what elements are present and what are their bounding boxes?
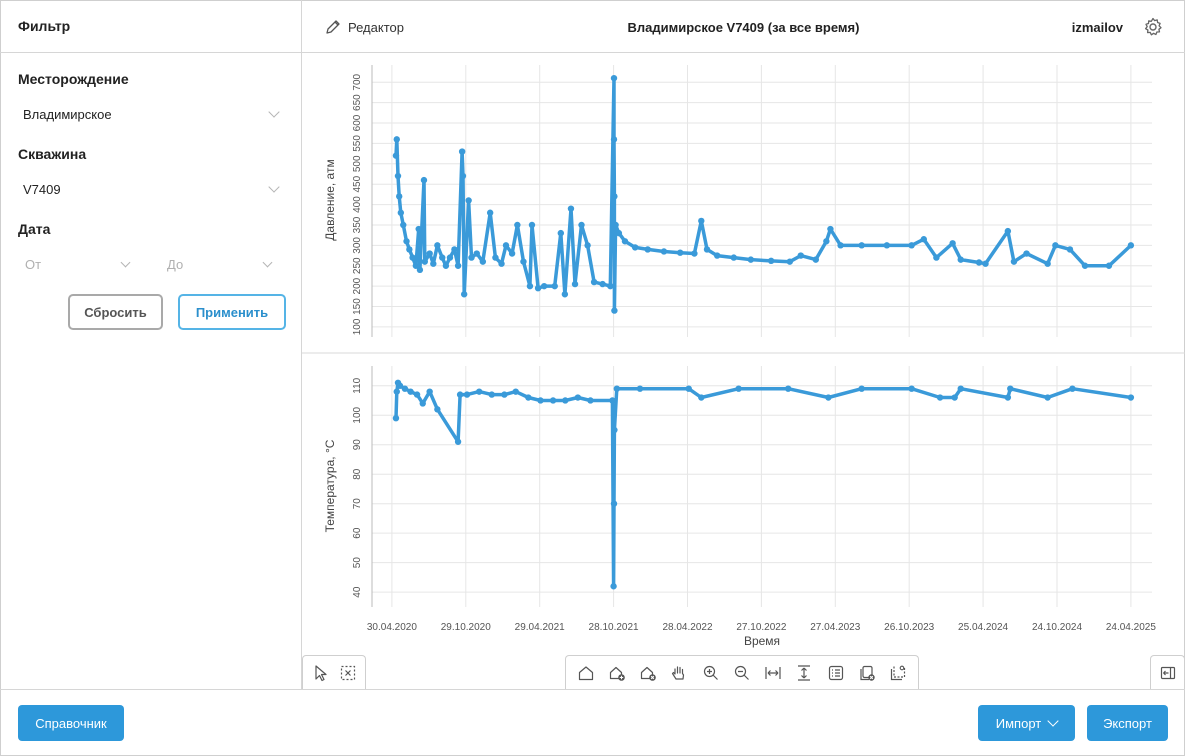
chevron-down-icon bbox=[268, 106, 280, 118]
field-select-value: Владимирское bbox=[23, 106, 112, 122]
y-tick-label: 700 bbox=[352, 73, 363, 90]
y-tick-label: 650 bbox=[352, 94, 363, 111]
filter-sidebar: Фильтр Месторождение Владимирское Скважи… bbox=[0, 0, 302, 689]
y-tick-label: 350 bbox=[352, 216, 363, 233]
sidebar-title: Фильтр bbox=[0, 0, 301, 53]
x-tick-label: 25.04.2024 bbox=[958, 622, 1008, 633]
x-tick-label: 24.10.2024 bbox=[1032, 622, 1082, 633]
x-tick-label: 28.10.2021 bbox=[589, 622, 639, 633]
home-icon[interactable] bbox=[574, 661, 598, 685]
x-tick-label: 28.04.2022 bbox=[662, 622, 712, 633]
x-tick-label: 30.04.2020 bbox=[367, 622, 417, 633]
chevron-down-icon bbox=[120, 257, 131, 267]
y-tick-label: 300 bbox=[352, 237, 363, 254]
y-tick-label: 90 bbox=[352, 439, 363, 451]
chart-header: Редактор Владимирское V7409 (за все врем… bbox=[302, 0, 1185, 53]
y-tick-label: 60 bbox=[352, 527, 363, 539]
well-select-value: V7409 bbox=[23, 181, 61, 197]
footer-bar: Справочник Импорт Экспорт bbox=[0, 689, 1185, 756]
chart-area[interactable]: 100 150 200 250 300 350 400 450 500 550 600 650 700 Д… bbox=[302, 53, 1185, 689]
y-tick-label: 250 bbox=[352, 257, 363, 274]
zoom-in-icon[interactable] bbox=[699, 661, 723, 685]
import-label: Импорт bbox=[995, 715, 1042, 731]
editor-button[interactable]: Редактор bbox=[324, 18, 404, 36]
reference-button[interactable]: Справочник bbox=[18, 705, 124, 741]
chevron-down-icon bbox=[268, 181, 280, 193]
page-title: Владимирское V7409 (за все время) bbox=[627, 20, 860, 35]
zoom-out-icon[interactable] bbox=[730, 661, 754, 685]
chevron-down-icon bbox=[1047, 715, 1059, 727]
x-tick-label: 29.10.2020 bbox=[441, 622, 491, 633]
x-tick-label: 29.04.2021 bbox=[515, 622, 565, 633]
y-tick-label: 500 bbox=[352, 155, 363, 172]
series-line bbox=[394, 381, 1132, 589]
well-label: Скважина bbox=[18, 146, 87, 162]
pencil-icon bbox=[326, 20, 340, 34]
list-icon[interactable] bbox=[824, 661, 848, 685]
select-arrow-icon[interactable] bbox=[309, 661, 333, 685]
x-tick-label: 27.10.2022 bbox=[736, 622, 786, 633]
y-tick-label: 70 bbox=[352, 498, 363, 510]
y-tick-label: 100 bbox=[352, 406, 363, 423]
field-select[interactable]: Владимирское bbox=[18, 101, 286, 127]
y-axis-label: Давление, атм bbox=[323, 159, 337, 240]
x-axis-label: Время bbox=[744, 634, 780, 648]
date-to-select[interactable]: До bbox=[160, 252, 275, 276]
selection-toolbar bbox=[302, 655, 366, 690]
crop-icon[interactable] bbox=[886, 661, 910, 685]
add-point-icon[interactable] bbox=[605, 661, 629, 685]
reset-button[interactable]: Сбросить bbox=[68, 294, 163, 330]
y-tick-label: 550 bbox=[352, 135, 363, 152]
chart-svg[interactable]: 100 150 200 250 300 350 400 450 500 550 600 650 700 Д… bbox=[302, 53, 1185, 655]
date-label: Дата bbox=[18, 221, 51, 237]
series-line bbox=[394, 76, 1133, 313]
well-select[interactable]: V7409 bbox=[18, 176, 286, 202]
x-tick-label: 27.04.2023 bbox=[810, 622, 860, 633]
y-tick-label: 50 bbox=[352, 557, 363, 569]
import-button[interactable]: Импорт bbox=[978, 705, 1075, 741]
y-tick-label: 400 bbox=[352, 196, 363, 213]
date-from-select[interactable]: От bbox=[18, 252, 133, 276]
y-tick-label: 80 bbox=[352, 468, 363, 480]
y-tick-label: 150 bbox=[352, 298, 363, 315]
box-select-icon[interactable] bbox=[336, 661, 360, 685]
date-from-placeholder: От bbox=[25, 256, 42, 272]
copy-add-icon[interactable] bbox=[855, 661, 879, 685]
x-tick-label: 24.04.2025 bbox=[1106, 622, 1156, 633]
export-button[interactable]: Экспорт bbox=[1087, 705, 1168, 741]
y-tick-label: 200 bbox=[352, 277, 363, 294]
fit-horizontal-icon[interactable] bbox=[761, 661, 785, 685]
editor-label: Редактор bbox=[348, 19, 404, 35]
date-to-placeholder: До bbox=[167, 256, 184, 272]
panel-toggle-icon bbox=[1160, 666, 1175, 680]
gear-icon[interactable] bbox=[1143, 17, 1163, 37]
panel-toggle-button[interactable] bbox=[1150, 655, 1185, 690]
y-axis-label: Температура, °C bbox=[323, 439, 337, 532]
pan-hand-icon[interactable] bbox=[667, 661, 691, 685]
y-tick-label: 600 bbox=[352, 114, 363, 131]
delete-point-icon[interactable] bbox=[636, 661, 660, 685]
y-tick-label: 110 bbox=[352, 377, 363, 393]
x-tick-label: 26.10.2023 bbox=[884, 622, 934, 633]
y-tick-label: 450 bbox=[352, 175, 363, 192]
chevron-down-icon bbox=[262, 257, 273, 267]
y-tick-label: 40 bbox=[352, 586, 363, 598]
apply-button[interactable]: Применить bbox=[178, 294, 286, 330]
y-tick-label: 100 bbox=[352, 318, 363, 335]
chart-toolbar bbox=[565, 655, 919, 690]
field-label: Месторождение bbox=[18, 71, 129, 87]
fit-vertical-icon[interactable] bbox=[792, 661, 816, 685]
username: izmailov bbox=[1071, 20, 1123, 35]
